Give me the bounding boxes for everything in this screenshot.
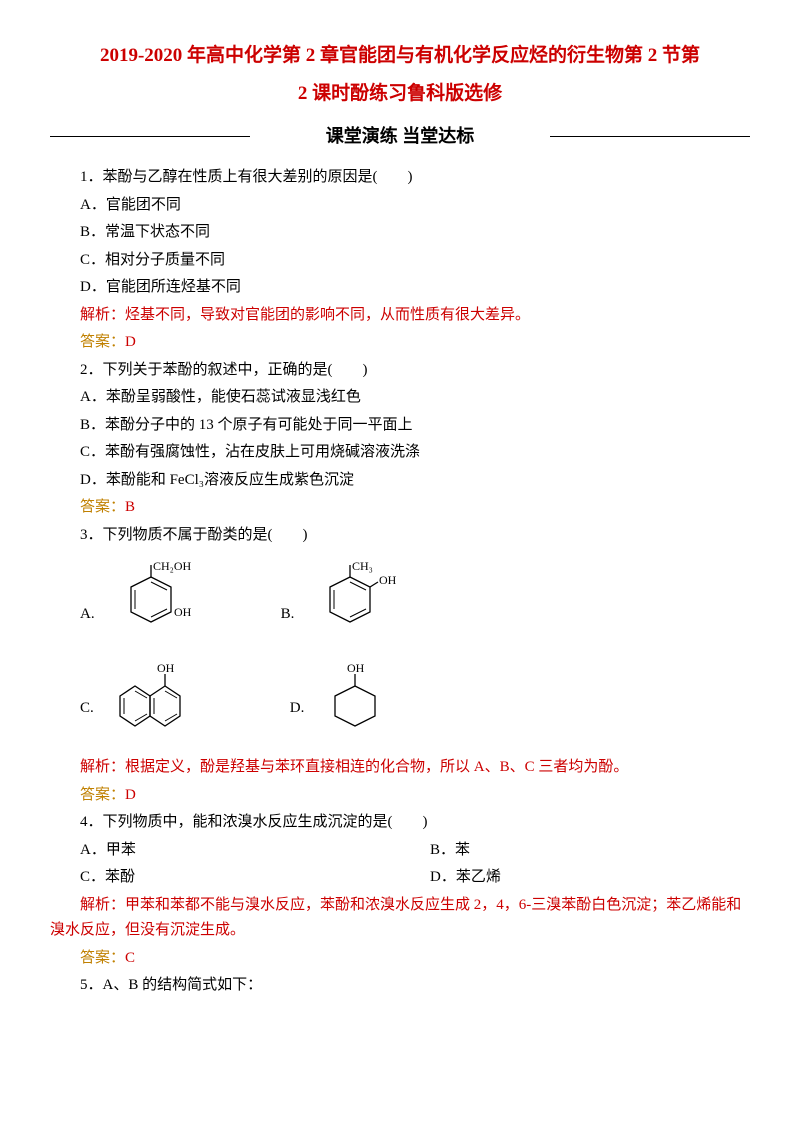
q1-option-c: C．相对分子质量不同 (50, 248, 750, 274)
title-line-2: 2 课时酚练习鲁科版选修 (50, 78, 750, 110)
q2-stem: 2．下列关于苯酚的叙述中，正确的是( ) (50, 358, 750, 384)
q4-option-d: D．苯乙烯 (400, 865, 750, 891)
q2-option-b: B．苯酚分子中的 13 个原子有可能处于同一平面上 (50, 413, 750, 439)
q3-answer-label: 答案： (80, 787, 125, 803)
svg-text:OH: OH (347, 661, 365, 675)
svg-text:OH: OH (379, 573, 397, 587)
q1-answer-line: 答案：D (50, 330, 750, 356)
q5-stem: 5．A、B 的结构简式如下： (50, 973, 750, 999)
svg-text:CH₃: CH₃ (352, 562, 373, 573)
q3-struct-c: C. OH (80, 661, 210, 741)
q2-option-a: A．苯酚呈弱酸性，能使石蕊试液显浅红色 (50, 385, 750, 411)
q2-option-c: C．苯酚有强腐蚀性，沾在皮肤上可用烧碱溶液洗涤 (50, 440, 750, 466)
q3-label-d: D. (290, 696, 305, 722)
q2-answer: B (125, 499, 135, 515)
svg-text:OH: OH (174, 605, 192, 619)
q2-answer-label: 答案： (80, 499, 125, 515)
q2-option-d: D．苯酚能和 FeCl₃溶液反应生成紫色沉淀 (50, 468, 750, 494)
q3-stem: 3．下列物质不属于酚类的是( ) (50, 523, 750, 549)
svg-text:OH: OH (157, 661, 175, 675)
section-header: 课堂演练 当堂达标 (50, 121, 750, 152)
benzene-ch3-oh-icon: CH₃ OH (300, 562, 400, 647)
q3-label-c: C. (80, 696, 94, 722)
q4-option-b: B．苯 (400, 838, 750, 864)
benzene-ch2oh-oh-icon: CH₂OH OH (101, 562, 201, 647)
q3-answer-line: 答案：D (50, 783, 750, 809)
q4-analysis: 解析：甲苯和苯都不能与溴水反应，苯酚和浓溴水反应生成 2，4，6-三溴苯酚白色沉… (50, 893, 750, 944)
title-line-1: 2019-2020 年高中化学第 2 章官能团与有机化学反应烃的衍生物第 2 节… (50, 40, 750, 72)
q4-stem: 4．下列物质中，能和浓溴水反应生成沉淀的是( ) (50, 810, 750, 836)
q1-option-d: D．官能团所连烃基不同 (50, 275, 750, 301)
q3-label-a: A. (80, 602, 95, 628)
svg-text:CH₂OH: CH₂OH (153, 562, 192, 573)
q1-option-a: A．官能团不同 (50, 193, 750, 219)
cyclohexane-oh-icon: OH (310, 661, 400, 741)
q3-structure-row-1: A. CH₂OH OH B. CH₃ OH (80, 562, 750, 647)
q3-analysis: 解析：根据定义，酚是羟基与苯环直接相连的化合物，所以 A、B、C 三者均为酚。 (50, 755, 750, 781)
q1-stem: 1．苯酚与乙醇在性质上有很大差别的原因是( ) (50, 165, 750, 191)
q3-struct-a: A. CH₂OH OH (80, 562, 201, 647)
q3-struct-d: D. OH (290, 661, 401, 741)
q4-answer-line: 答案：C (50, 946, 750, 972)
q4-option-a: A．甲苯 (50, 838, 400, 864)
q3-structure-row-2: C. OH D. OH (80, 661, 750, 741)
q4-option-c: C．苯酚 (50, 865, 400, 891)
q4-answer: C (125, 950, 135, 966)
q3-label-b: B. (281, 602, 295, 628)
q4-row-ab: A．甲苯 B．苯 (50, 838, 750, 864)
q1-option-b: B．常温下状态不同 (50, 220, 750, 246)
q4-answer-label: 答案： (80, 950, 125, 966)
q1-answer-label: 答案： (80, 334, 125, 350)
q1-analysis: 解析：烃基不同，导致对官能团的影响不同，从而性质有很大差异。 (50, 303, 750, 329)
q3-struct-b: B. CH₃ OH (281, 562, 401, 647)
naphthalene-oh-icon: OH (100, 661, 210, 741)
q3-answer: D (125, 787, 136, 803)
q4-row-cd: C．苯酚 D．苯乙烯 (50, 865, 750, 891)
q2-answer-line: 答案：B (50, 495, 750, 521)
q1-answer: D (125, 334, 136, 350)
